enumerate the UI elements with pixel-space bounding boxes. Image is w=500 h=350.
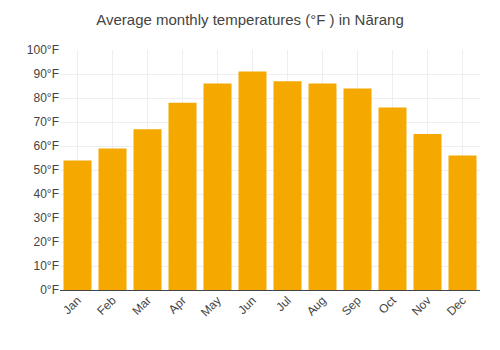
svg-text:Jul: Jul — [273, 293, 294, 314]
svg-text:0°F: 0°F — [40, 283, 59, 297]
svg-text:60°F: 60°F — [34, 139, 59, 153]
svg-text:Dec: Dec — [444, 293, 469, 318]
svg-text:Jan: Jan — [60, 293, 84, 317]
svg-text:Feb: Feb — [94, 293, 119, 318]
svg-text:Average monthly temperatures (: Average monthly temperatures (°F ) in Nā… — [96, 11, 404, 28]
svg-text:Aug: Aug — [304, 293, 329, 318]
svg-text:20°F: 20°F — [34, 235, 59, 249]
svg-text:May: May — [198, 293, 224, 319]
svg-text:10°F: 10°F — [34, 259, 59, 273]
svg-text:Oct: Oct — [376, 293, 400, 317]
svg-text:70°F: 70°F — [34, 115, 59, 129]
svg-text:50°F: 50°F — [34, 163, 59, 177]
svg-text:Mar: Mar — [129, 293, 154, 318]
svg-text:Sep: Sep — [339, 293, 364, 318]
svg-text:30°F: 30°F — [34, 211, 59, 225]
svg-text:Apr: Apr — [166, 293, 189, 316]
svg-text:80°F: 80°F — [34, 91, 59, 105]
svg-text:40°F: 40°F — [34, 187, 59, 201]
svg-text:Nov: Nov — [409, 293, 434, 318]
svg-text:100°F: 100°F — [27, 43, 59, 57]
svg-text:90°F: 90°F — [34, 67, 59, 81]
svg-text:Jun: Jun — [235, 293, 259, 317]
